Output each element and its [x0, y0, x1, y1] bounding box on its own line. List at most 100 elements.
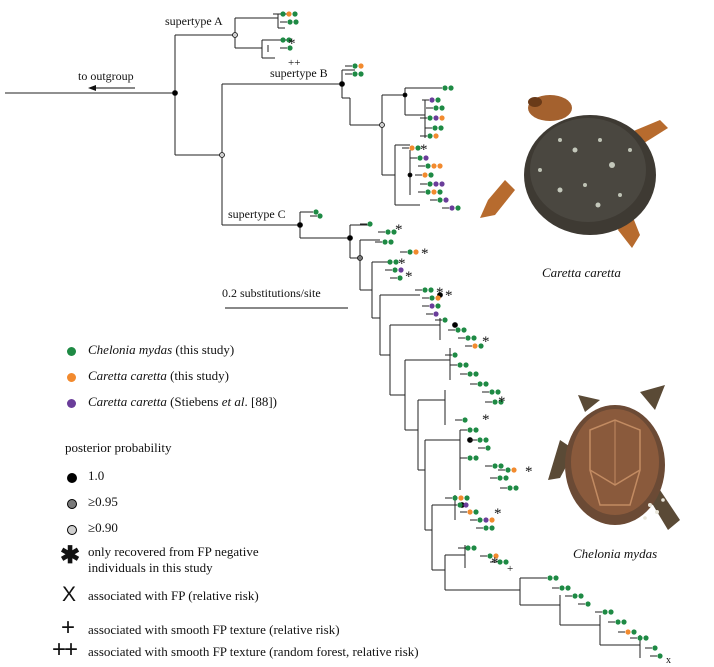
fp-negative-line2: individuals in this study	[88, 560, 213, 575]
fp-label: associated with FP (relative risk)	[88, 588, 259, 603]
tip-dot	[439, 181, 445, 187]
tip-dot	[643, 635, 649, 641]
tip-dot	[435, 295, 441, 301]
tip-dot	[483, 437, 489, 443]
plus-icon: +	[61, 614, 76, 641]
tip-dot	[415, 145, 421, 151]
tip-dot	[425, 189, 431, 195]
tip-dot	[473, 455, 479, 461]
tip-dot	[657, 653, 663, 659]
tip-dot	[439, 115, 445, 121]
caretta-turtle-image	[480, 95, 668, 248]
grey-circle-icon	[67, 499, 77, 509]
fp-negative-star: *	[498, 394, 506, 410]
fp-negative-star: *	[436, 285, 444, 301]
tip-dot	[602, 609, 608, 615]
tip-dot	[413, 249, 419, 255]
fp-negative-star: *	[395, 222, 403, 238]
tip-dot	[477, 517, 483, 523]
purple-dot-icon	[67, 399, 76, 408]
tip-dot	[511, 467, 517, 473]
tip-dot	[438, 125, 444, 131]
tip-dot	[428, 172, 434, 178]
tip-dot	[382, 239, 388, 245]
legend-source: (this study)	[172, 342, 235, 357]
tip-dot	[498, 399, 504, 405]
tip-dot	[317, 213, 323, 219]
tip-dot	[429, 303, 435, 309]
chelonia-turtle-image	[548, 385, 680, 530]
tip-dot	[477, 437, 483, 443]
tip-dot	[435, 97, 441, 103]
tip-dot	[443, 197, 449, 203]
tip-dot	[457, 502, 463, 508]
tip-dot	[391, 229, 397, 235]
tip-dot	[417, 155, 423, 161]
tip-dot	[463, 502, 469, 508]
tip-dot	[615, 619, 621, 625]
tip-dot	[503, 475, 509, 481]
tip-dot	[367, 221, 373, 227]
tip-dot	[435, 303, 441, 309]
tip-dot	[467, 371, 473, 377]
tip-dot	[462, 417, 468, 423]
tip-dot	[433, 105, 439, 111]
tip-dot	[483, 517, 489, 523]
tip-dot	[473, 509, 479, 515]
tip-dot	[471, 335, 477, 341]
tip-dot	[280, 11, 286, 17]
fp-negative-star: *	[445, 288, 453, 304]
tip-dot	[425, 163, 431, 169]
double-plus-icon: ++	[52, 636, 78, 663]
tip-dot	[461, 327, 467, 333]
tip-dot	[427, 115, 433, 121]
tip-dot	[433, 133, 439, 139]
plusplus-marker: ++	[288, 57, 300, 69]
tip-dot	[507, 485, 513, 491]
tip-dot	[439, 105, 445, 111]
caretta-species-label: Caretta caretta	[542, 265, 621, 280]
tip-dot	[497, 559, 503, 565]
tip-dot	[280, 37, 286, 43]
tip-dot	[422, 172, 428, 178]
tip-dot	[621, 619, 627, 625]
tip-dot	[422, 287, 428, 293]
orange-dot-icon	[67, 373, 76, 382]
tip-dot	[473, 427, 479, 433]
smooth-rr-label: associated with smooth FP texture (relat…	[88, 622, 340, 637]
black-circle-icon	[67, 473, 77, 483]
tip-dot	[492, 463, 498, 469]
tip-dot	[427, 181, 433, 187]
fp-negative-star: *	[491, 555, 499, 571]
tip-dot	[553, 575, 559, 581]
tip-dot	[455, 205, 461, 211]
tip-dot	[547, 575, 553, 581]
tip-dot	[487, 553, 493, 559]
tip-dot	[392, 267, 398, 273]
tip-dot	[465, 545, 471, 551]
pp095-label: ≥0.95	[88, 494, 118, 509]
fp-negative-star: *	[421, 246, 429, 262]
tip-dot	[423, 155, 429, 161]
fp-negative-star: *	[288, 36, 296, 52]
tip-dot	[387, 259, 393, 265]
tip-dot	[397, 275, 403, 281]
tip-dot	[585, 601, 591, 607]
fp-negative-star: *	[405, 269, 413, 285]
tip-dot	[293, 19, 299, 25]
tip-dot	[489, 389, 495, 395]
tip-dot	[431, 189, 437, 195]
legend-ref: . [88])	[244, 394, 277, 409]
supertype-a-label: supertype A	[165, 14, 223, 28]
legend-source: (Stiebens	[166, 394, 222, 409]
tip-dot	[437, 163, 443, 169]
legend-species: Caretta caretta	[88, 368, 167, 383]
fp-negative-star: *	[525, 464, 533, 480]
x-icon: X	[62, 583, 77, 606]
tip-dot	[565, 585, 571, 591]
node-support-markers	[172, 32, 473, 508]
supertype-b-label: supertype B	[270, 66, 328, 80]
tip-dot	[457, 362, 463, 368]
tip-dot	[409, 145, 415, 151]
